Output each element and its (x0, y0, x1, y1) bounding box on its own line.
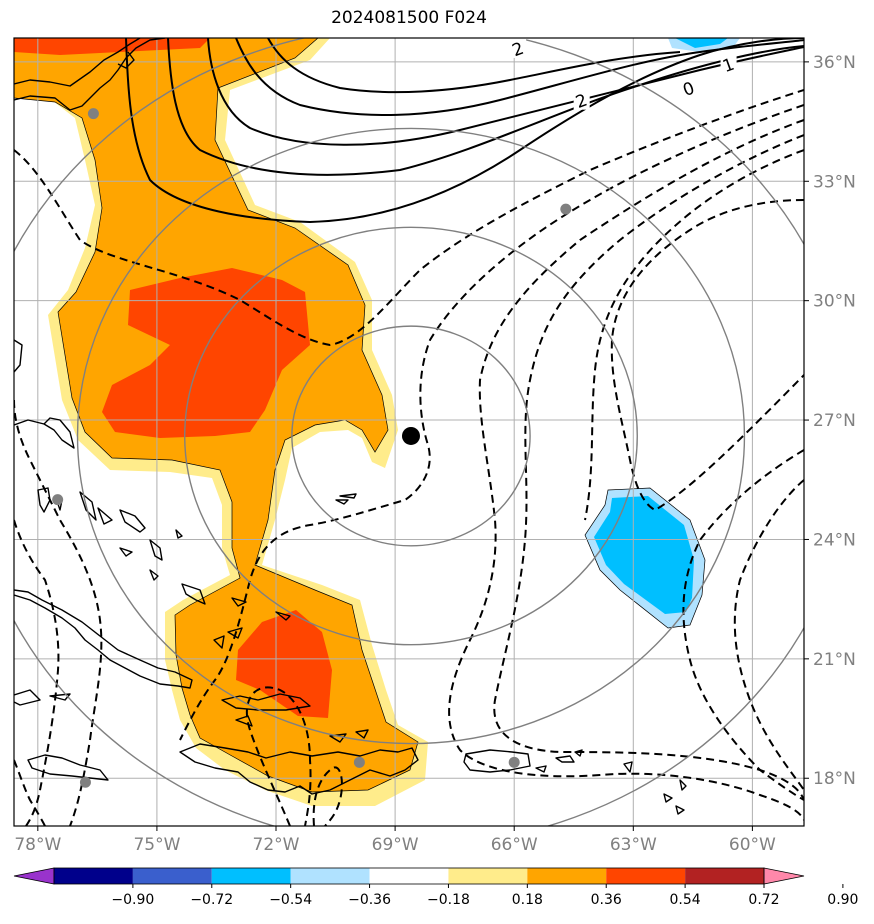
colorbar-segment (54, 868, 133, 884)
colorbar-segment (448, 868, 528, 884)
x-tick-label: 78°W (14, 835, 61, 855)
colorbar-segment (290, 868, 370, 884)
contours-dashed (14, 89, 804, 826)
colorbar: −0.90 −0.72 −0.54 −0.36 −0.18 0.18 0.36 0.54 0.7… (13, 867, 858, 908)
colorbar-extend-low (13, 867, 55, 885)
colorbar-extend-high (763, 867, 805, 885)
y-tick-label: 30°N (813, 292, 856, 312)
y-tick-label: 36°N (813, 53, 856, 73)
y-tick-label: 18°N (813, 769, 856, 789)
x-tick-label: 66°W (491, 835, 538, 855)
range-ring (76, 127, 746, 745)
y-tick-labels: 36°N 33°N 30°N 27°N 24°N 21°N 18°N (804, 53, 856, 789)
y-tick-label: 21°N (813, 650, 856, 670)
station-dot (52, 494, 64, 506)
range-ring (184, 226, 638, 646)
station-dot (560, 203, 572, 215)
map-frame (13, 37, 805, 827)
x-tick-label: 60°W (729, 835, 776, 855)
colorbar-label: 0.18 (512, 892, 543, 908)
storm-center-marker (401, 426, 420, 445)
colorbar-segment (369, 868, 449, 884)
station-markers (52, 108, 572, 788)
contour-label-bg (510, 38, 527, 58)
colorbar-segment (211, 868, 291, 884)
station-dot (79, 776, 91, 788)
x-tick-label: 63°W (610, 835, 657, 855)
station-dot (87, 108, 99, 120)
colorbar-label: 0.90 (827, 892, 858, 908)
contours-solid (125, 38, 804, 224)
x-tick-label: 75°W (133, 835, 180, 855)
colorbar-label: −0.54 (269, 892, 312, 908)
x-tick-label: 69°W (372, 835, 419, 855)
colorbar-segment (132, 868, 212, 884)
station-dot (508, 756, 520, 768)
colorbar-label: −0.72 (190, 892, 233, 908)
y-tick-label: 33°N (813, 172, 856, 192)
colorbar-frame (53, 867, 765, 885)
colorbar-segment (606, 868, 686, 884)
range-rings (14, 38, 804, 826)
colorbar-label: 0.54 (670, 892, 701, 908)
colorbar-segment (685, 868, 764, 884)
colorbar-label: −0.90 (111, 892, 154, 908)
map-title: 2024081500 F024 (331, 8, 487, 28)
colorbar-label: 0.72 (748, 892, 779, 908)
colorbar-label: 0.36 (591, 892, 622, 908)
y-tick-label: 24°N (813, 530, 856, 550)
contour-label-bg (680, 77, 697, 98)
contour-label-bg (720, 53, 737, 74)
colorbar-label: −0.36 (348, 892, 391, 908)
colorbar-label: −0.18 (427, 892, 470, 908)
contour-label-bg (573, 89, 590, 110)
range-ring (291, 325, 531, 547)
x-tick-label: 72°W (253, 835, 300, 855)
y-tick-label: 27°N (813, 411, 856, 431)
anomaly-shading-blue (585, 38, 740, 628)
station-dot (353, 756, 365, 768)
gridlines (14, 38, 804, 826)
colorbar-segment (527, 868, 607, 884)
x-tick-labels: 78°W 75°W 72°W 69°W 66°W 63°W 60°W (14, 826, 776, 855)
